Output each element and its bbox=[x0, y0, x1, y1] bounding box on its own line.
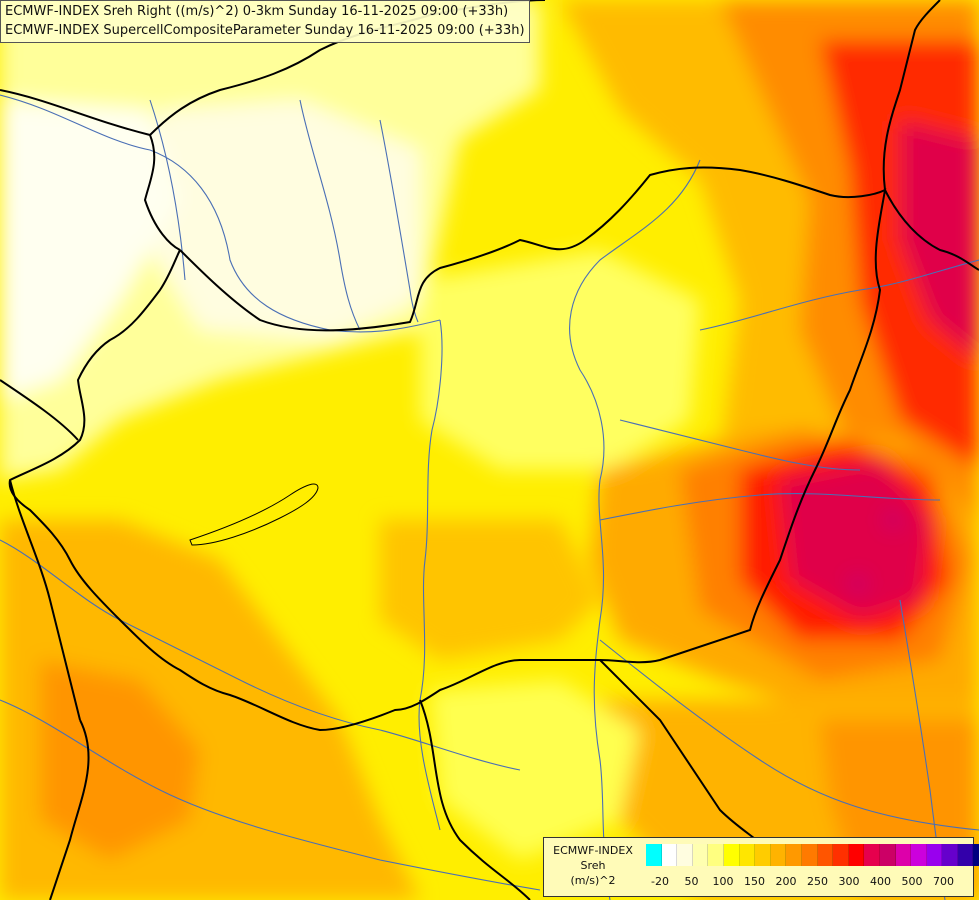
legend-tick-label: -20 bbox=[651, 875, 669, 888]
border-romania-ukraine bbox=[884, 189, 979, 271]
legend-swatch bbox=[973, 844, 979, 866]
river-vah bbox=[299, 99, 361, 331]
legend-swatch bbox=[677, 844, 693, 866]
field-crimson-ne bbox=[900, 120, 979, 360]
river-morava bbox=[149, 99, 186, 281]
legend-swatch bbox=[833, 844, 849, 866]
legend-variable: Sreh bbox=[580, 859, 606, 872]
border-serbia-bosnia bbox=[419, 699, 531, 900]
legend-tick-label: 400 bbox=[870, 875, 891, 888]
legend-swatch bbox=[692, 844, 709, 866]
river-danube-bend bbox=[418, 319, 443, 831]
river-sava bbox=[0, 699, 541, 891]
field-darkorange-sw bbox=[40, 660, 200, 860]
border-slovenia bbox=[0, 379, 79, 441]
legend-swatch bbox=[786, 844, 802, 866]
legend-swatch bbox=[801, 844, 818, 866]
legend-source: ECMWF-INDEX bbox=[553, 844, 633, 857]
legend-label: ECMWF-INDEX Sreh (m/s)^2 bbox=[546, 843, 640, 888]
field-crimson-se bbox=[780, 460, 930, 620]
legend-swatch bbox=[911, 844, 927, 866]
river-somes bbox=[699, 259, 979, 331]
legend-swatch bbox=[708, 844, 724, 866]
legend-swatch bbox=[864, 844, 880, 866]
map-title-line-1: ECMWF-INDEX Sreh Right ((m/s)^2) 0-3km S… bbox=[5, 4, 509, 19]
legend-swatch bbox=[879, 844, 896, 866]
map-title-box: ECMWF-INDEX Sreh Right ((m/s)^2) 0-3km S… bbox=[0, 0, 530, 43]
legend-tick-label: 500 bbox=[901, 875, 923, 888]
field-magenta-se2 bbox=[848, 574, 868, 594]
legend-tick-label: 200 bbox=[775, 875, 797, 888]
lake-balaton bbox=[189, 483, 319, 546]
river-drava bbox=[0, 539, 521, 771]
river-mures bbox=[599, 493, 941, 521]
legend-tick-label: 50 bbox=[684, 875, 699, 888]
legend-tick-label: 700 bbox=[933, 875, 954, 888]
field-very-pale bbox=[150, 100, 420, 340]
legend-swatch bbox=[957, 844, 974, 866]
border-slovakia-austria bbox=[0, 89, 181, 251]
border-ukraine bbox=[882, 0, 941, 191]
legend-swatch bbox=[770, 844, 787, 866]
river-maros-north bbox=[619, 419, 861, 471]
legend-swatch bbox=[646, 844, 662, 866]
legend-ticks: -20 50 100 150 200 250 300 400 500 700 bbox=[646, 875, 966, 889]
legend-swatch bbox=[661, 844, 678, 866]
legend-swatch bbox=[817, 844, 834, 866]
legend-tick-label: 250 bbox=[807, 875, 828, 888]
border-serbia-romania bbox=[599, 659, 781, 861]
legend-swatch bbox=[942, 844, 958, 866]
field-pale-w bbox=[0, 100, 180, 400]
field-light-south bbox=[430, 680, 640, 860]
color-legend: ECMWF-INDEX Sreh (m/s)^2 -20 50 100 150 200 2… bbox=[543, 837, 979, 897]
legend-tick-label: 150 bbox=[744, 875, 765, 888]
map-title-line-2: ECMWF-INDEX SupercellCompositeParameter … bbox=[5, 23, 525, 38]
river-tisza bbox=[569, 159, 701, 900]
legend-swatch bbox=[895, 844, 912, 866]
legend-swatch bbox=[926, 844, 943, 866]
border-bosnia bbox=[49, 719, 90, 900]
field-orange-south bbox=[380, 520, 600, 660]
legend-swatch bbox=[848, 844, 865, 866]
river-south bbox=[599, 639, 979, 831]
legend-tick-label: 300 bbox=[838, 875, 860, 888]
border-croatia bbox=[9, 479, 81, 721]
river-danube-upper bbox=[0, 94, 441, 333]
field-light-central bbox=[420, 250, 700, 470]
legend-swatch bbox=[755, 844, 771, 866]
legend-swatches bbox=[646, 844, 979, 866]
legend-tick-label: 100 bbox=[712, 875, 734, 888]
legend-swatch bbox=[739, 844, 756, 866]
field-magenta-se1 bbox=[883, 510, 903, 530]
legend-unit: (m/s)^2 bbox=[570, 874, 616, 887]
legend-swatch bbox=[723, 844, 740, 866]
